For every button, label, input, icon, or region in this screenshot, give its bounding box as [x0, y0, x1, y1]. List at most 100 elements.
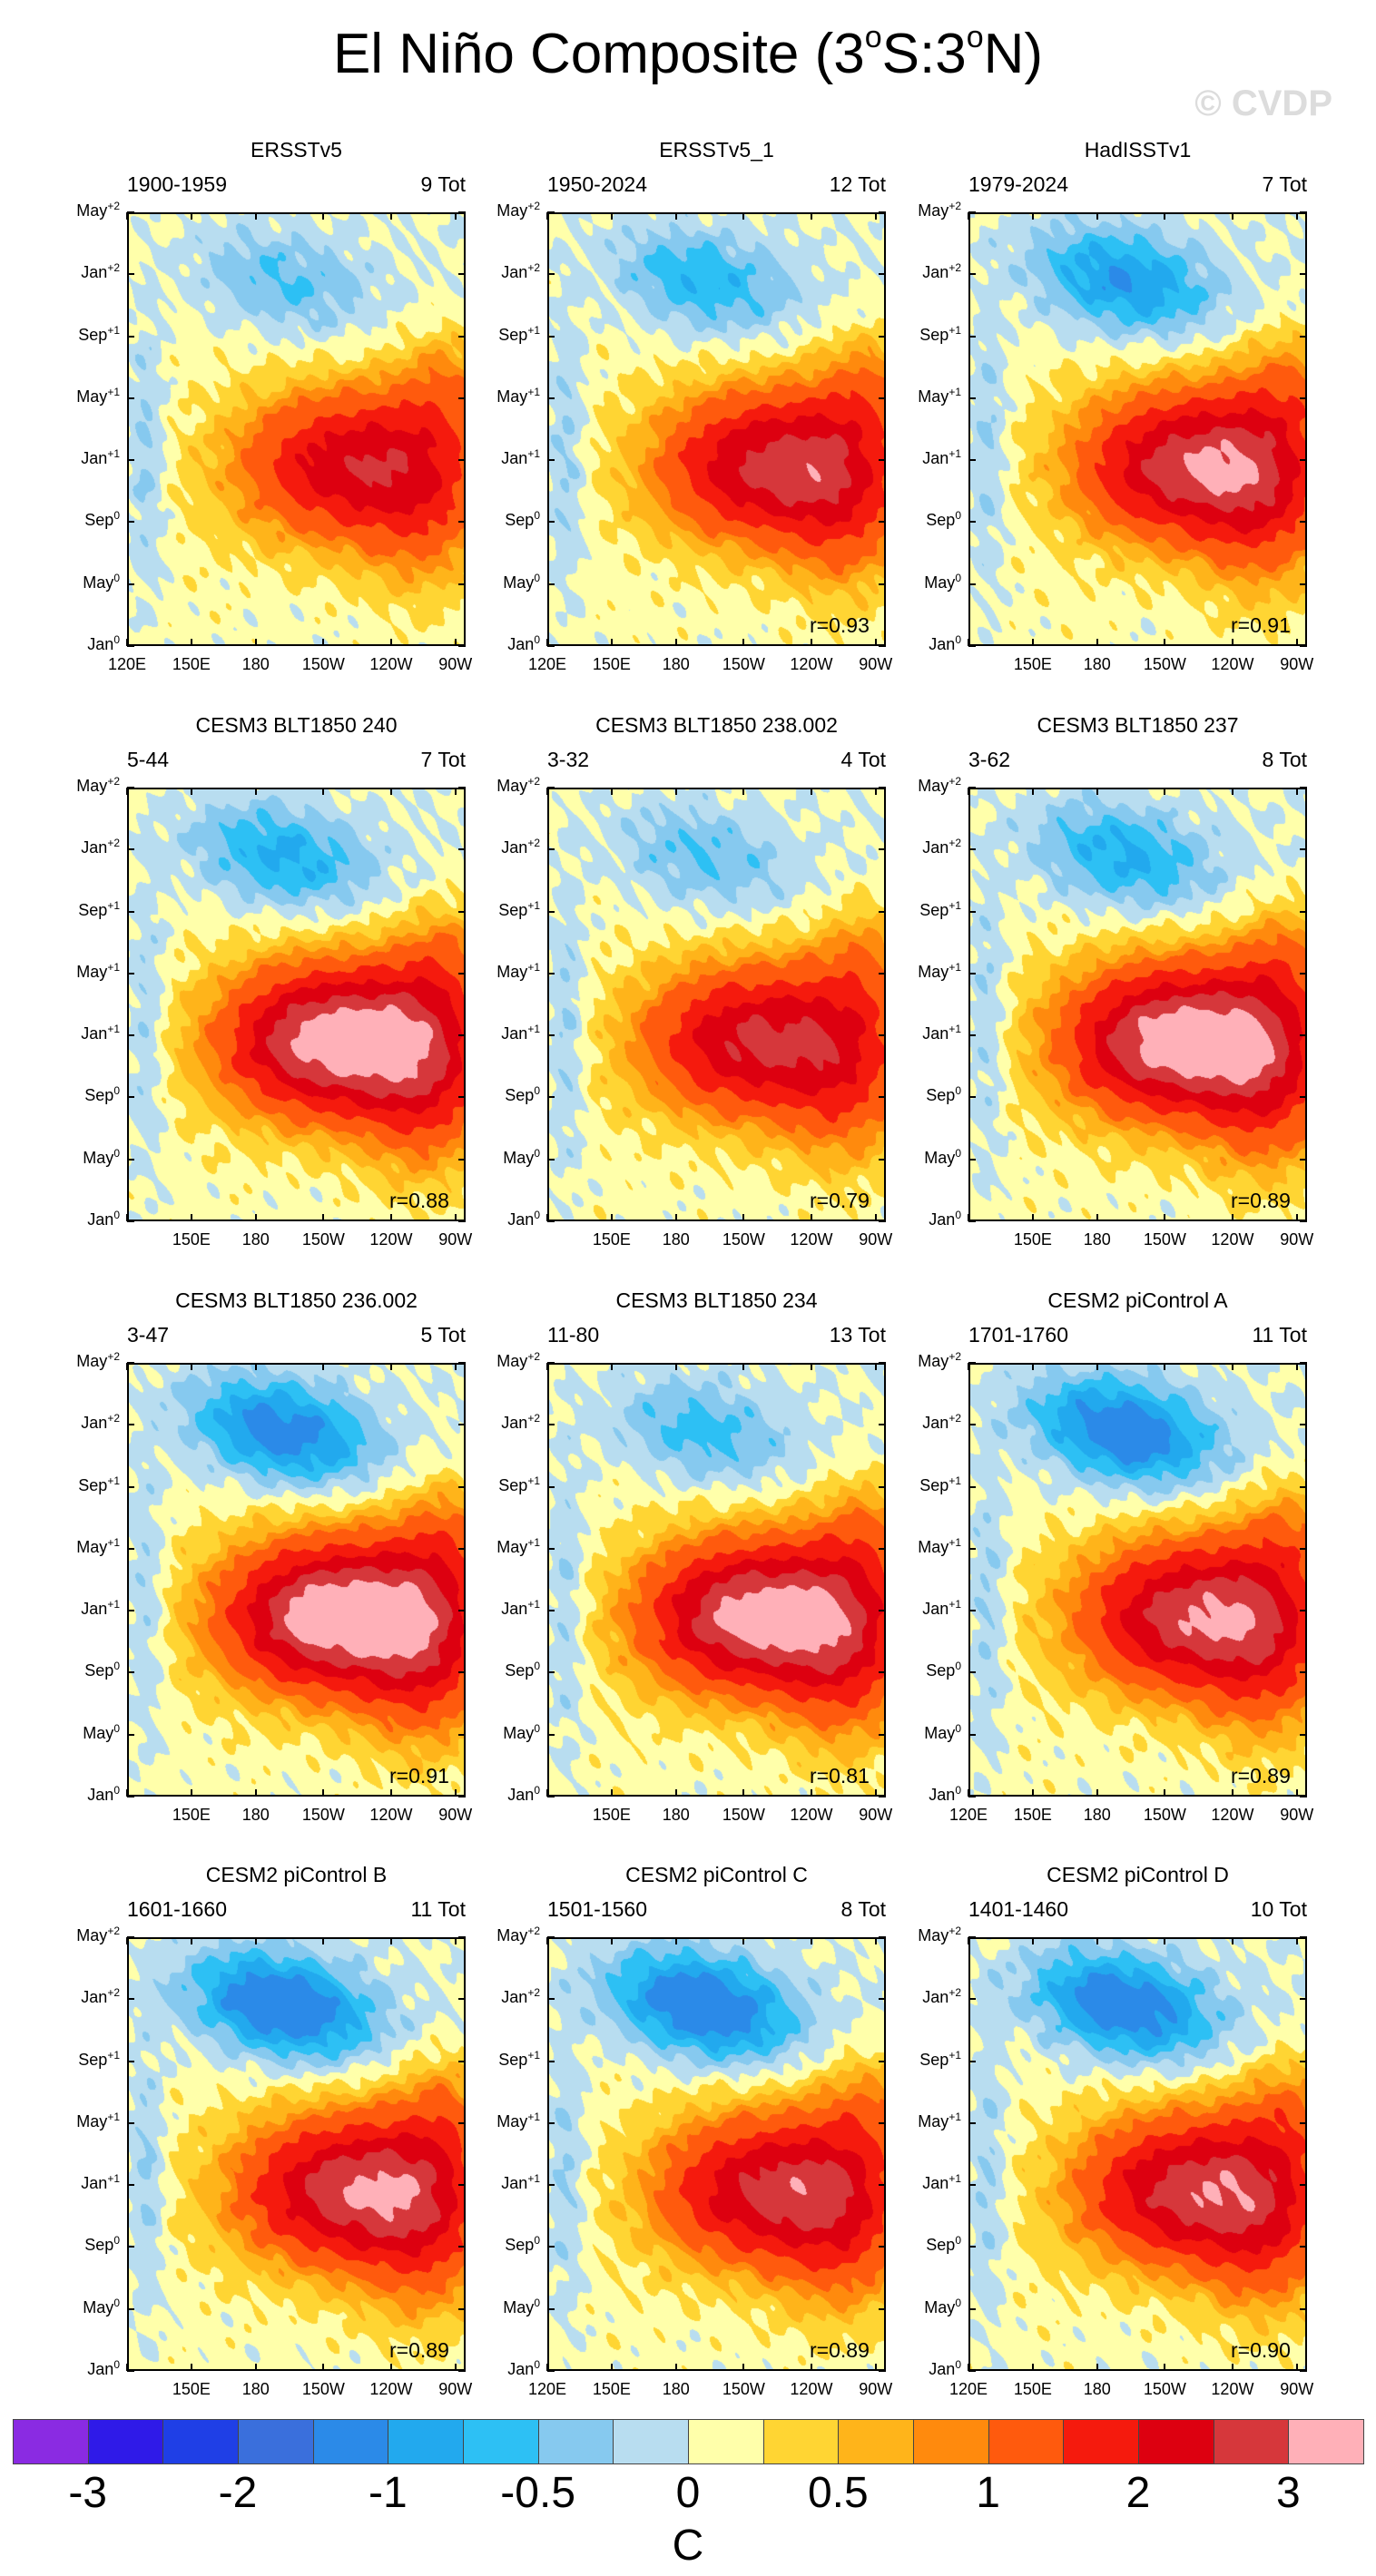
x-tick — [610, 1363, 613, 1370]
x-tick — [874, 1363, 877, 1370]
y-tick — [547, 787, 555, 788]
y-tick-label: May+1 — [918, 385, 961, 406]
y-tick-label: Sep0 — [84, 1660, 120, 1680]
x-tick — [546, 212, 548, 220]
x-tick — [1096, 1363, 1098, 1370]
y-tick — [1300, 1671, 1307, 1674]
y-tick — [1300, 1424, 1307, 1426]
x-tick — [546, 1214, 548, 1221]
y-tick — [968, 1096, 976, 1099]
y-tick — [458, 910, 466, 913]
x-tick-label: 120W — [790, 2380, 833, 2398]
y-tick — [127, 1547, 134, 1550]
correlation-label: r=0.89 — [1231, 1189, 1291, 1212]
colorbar-cell — [838, 2419, 914, 2464]
colorbar-cell — [388, 2419, 464, 2464]
panel-count: 11 Tot — [410, 1897, 466, 1921]
panel-title: CESM3 BLT1850 237 — [1037, 713, 1239, 737]
y-tick — [1300, 1733, 1307, 1736]
y-tick — [968, 1424, 976, 1426]
panel-count: 11 Tot — [1252, 1323, 1307, 1347]
x-tick — [389, 212, 392, 220]
y-tick — [547, 2307, 555, 2310]
y-tick-label: Jan+1 — [501, 2172, 540, 2193]
y-tick-label: Sep0 — [505, 509, 540, 530]
y-tick — [547, 583, 555, 585]
y-tick-label: May+1 — [496, 960, 540, 981]
y-tick-label: Jan+1 — [501, 1023, 540, 1043]
panel-title: CESM2 piControl D — [1047, 1863, 1229, 1886]
y-tick-label: May+2 — [918, 1350, 961, 1370]
y-tick — [968, 521, 976, 524]
panel-period: 3-62 — [968, 748, 1011, 771]
y-tick — [879, 1998, 886, 2001]
y-tick — [458, 1796, 466, 1797]
x-tick — [190, 1789, 192, 1797]
x-tick-label: 150W — [1143, 655, 1186, 673]
x-tick — [1164, 788, 1166, 795]
x-tick-label: 120W — [369, 1806, 413, 1824]
y-tick — [879, 1220, 886, 1222]
x-tick — [968, 1789, 969, 1797]
x-tick — [674, 1937, 677, 1944]
colorbar-label: 1 — [976, 2469, 1001, 2517]
x-tick-label: 90W — [438, 1230, 473, 1249]
y-tick — [547, 2060, 555, 2062]
y-tick — [1300, 645, 1307, 647]
y-tick-label: May+1 — [496, 1535, 540, 1556]
y-tick — [547, 1733, 555, 1736]
x-tick-label: 150E — [172, 2380, 211, 2398]
x-tick — [610, 788, 613, 795]
y-tick-label: Jan+1 — [501, 447, 540, 468]
colorbar-label: -3 — [68, 2469, 107, 2517]
x-tick — [1164, 1789, 1166, 1797]
x-tick — [126, 2364, 128, 2371]
x-tick — [610, 1937, 613, 1944]
y-tick-label: Sep+1 — [498, 323, 540, 344]
x-tick — [810, 2364, 812, 2371]
x-tick — [254, 1214, 257, 1221]
x-tick-label: 90W — [1280, 1806, 1314, 1824]
y-tick — [127, 2246, 134, 2248]
y-tick-label: May+1 — [918, 960, 961, 981]
x-tick-label: 150E — [172, 1806, 211, 1824]
y-tick — [127, 2370, 134, 2372]
y-tick — [968, 1034, 976, 1037]
panel-title: CESM3 BLT1850 240 — [195, 713, 398, 737]
x-tick — [810, 788, 812, 795]
x-tick-label: 150E — [1013, 1230, 1052, 1249]
x-tick — [190, 1214, 192, 1221]
colorbar-cell — [762, 2419, 840, 2464]
y-tick-label: Sep0 — [926, 509, 961, 530]
x-tick-label: 90W — [1280, 655, 1314, 673]
y-tick — [1300, 335, 1307, 338]
x-tick-label: 180 — [1083, 655, 1111, 673]
y-tick-label: Jan0 — [929, 2358, 961, 2378]
y-tick-label: May+1 — [76, 1535, 120, 1556]
x-tick — [322, 1789, 325, 1797]
x-tick — [1231, 788, 1233, 795]
x-tick-label: 150W — [722, 1806, 765, 1824]
correlation-label: r=0.89 — [389, 2338, 449, 2362]
panel-count: 12 Tot — [829, 172, 886, 196]
colorbar-label: -2 — [218, 2469, 258, 2517]
panel-count: 5 Tot — [420, 1323, 466, 1347]
x-tick-label: 90W — [438, 2380, 473, 2398]
y-tick — [458, 972, 466, 975]
y-tick-label: May0 — [924, 1721, 961, 1742]
y-tick — [879, 1362, 886, 1364]
x-tick — [1096, 788, 1098, 795]
y-tick — [127, 848, 134, 851]
correlation-label: r=0.89 — [810, 2338, 870, 2362]
y-tick-label: May+1 — [76, 960, 120, 981]
x-tick — [810, 1789, 812, 1797]
x-tick — [1295, 212, 1298, 220]
colorbar-label: 0 — [675, 2469, 701, 2517]
y-tick — [127, 211, 134, 213]
correlation-label: r=0.91 — [389, 1764, 449, 1788]
x-tick — [546, 2364, 548, 2371]
x-tick — [1231, 1214, 1233, 1221]
y-tick-label: Sep0 — [84, 1084, 120, 1105]
y-tick — [1300, 459, 1307, 462]
panel-count: 13 Tot — [829, 1323, 886, 1347]
